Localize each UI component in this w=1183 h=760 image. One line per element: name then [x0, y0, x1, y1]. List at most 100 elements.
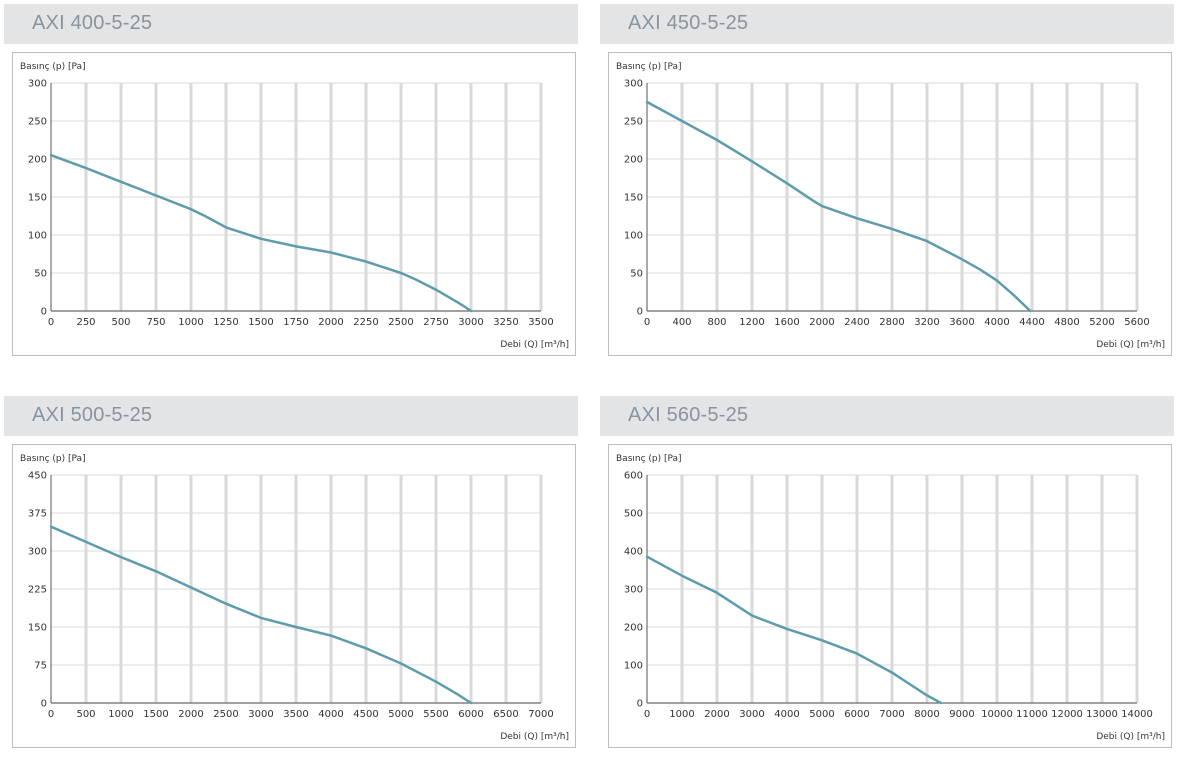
x-tick-label: 500: [76, 709, 95, 720]
y-tick-label: 300: [624, 79, 643, 90]
chart-panel-4: AXI 560-5-25 Basınç (p) [Pa] 0 100 200 300 40…: [600, 396, 1174, 750]
x-tick-label: 1200: [739, 317, 764, 328]
x-tick-label: 13000: [1086, 709, 1118, 720]
chart-panel-2: AXI 450-5-25 Basınç (p) [Pa] 0 50 100 150 200…: [600, 4, 1174, 358]
x-tick-label: 3000: [458, 317, 483, 328]
x-tick-label: 2500: [213, 709, 238, 720]
y-tick-label: 0: [637, 699, 643, 710]
x-tick-label: 1000: [108, 709, 133, 720]
y-axis-label: Basınç (p) [Pa]: [20, 454, 86, 464]
y-axis-label: Basınç (p) [Pa]: [616, 454, 682, 464]
x-tick-label: 0: [48, 317, 54, 328]
chart-area: Basınç (p) [Pa] 0 100 200 300 400 500 600 0 1000 2…: [608, 444, 1172, 748]
x-tick-label: 2000: [704, 709, 729, 720]
x-tick-label: 9000: [949, 709, 974, 720]
x-tick-label: 5200: [1089, 317, 1114, 328]
x-tick-label: 4000: [318, 709, 343, 720]
x-tick-label: 14000: [1121, 709, 1153, 720]
x-tick-label: 2000: [809, 317, 834, 328]
chart-title: AXI 560-5-25: [628, 404, 749, 426]
x-tick-label: 3600: [949, 317, 974, 328]
chart-panel-3: AXI 500-5-25 Basınç (p) [Pa] 0 75 150 225 300…: [4, 396, 578, 750]
performance-chart: Basınç (p) [Pa] 0 100 200 300 400 500 6000 1000 2…: [616, 454, 1165, 742]
y-tick-label: 200: [28, 155, 47, 166]
chart-header: AXI 500-5-25: [4, 396, 578, 436]
y-tick-label: 450: [28, 471, 47, 482]
x-tick-label: 250: [76, 317, 95, 328]
y-tick-label: 400: [624, 547, 643, 558]
x-tick-label: 7000: [528, 709, 553, 720]
y-tick-label: 50: [34, 269, 47, 280]
x-tick-label: 4400: [1019, 317, 1044, 328]
x-tick-label: 3000: [248, 709, 273, 720]
performance-curve-line: [49, 153, 473, 313]
x-axis-label: Debi (Q) [m³/h]: [1096, 732, 1165, 742]
x-tick-label: 2750: [423, 317, 448, 328]
x-tick-label: 1500: [143, 709, 168, 720]
y-axis-label: Basınç (p) [Pa]: [20, 62, 86, 72]
x-tick-label: 3000: [739, 709, 764, 720]
y-tick-label: 375: [28, 509, 47, 520]
performance-chart: Basınç (p) [Pa] 0 50 100 150 200 250 300 0 400 800…: [616, 62, 1165, 350]
y-tick-label: 100: [624, 661, 643, 672]
y-tick-label: 0: [637, 307, 643, 318]
x-tick-label: 2400: [844, 317, 869, 328]
x-tick-label: 6000: [844, 709, 869, 720]
x-axis-label: Debi (Q) [m³/h]: [500, 732, 569, 742]
y-tick-label: 100: [624, 231, 643, 242]
x-tick-label: 5600: [1124, 317, 1149, 328]
y-tick-label: 600: [624, 471, 643, 482]
x-tick-label: 750: [146, 317, 165, 328]
y-tick-label: 250: [624, 117, 643, 128]
x-tick-label: 2000: [318, 317, 343, 328]
x-tick-label: 1500: [248, 317, 273, 328]
y-tick-label: 200: [624, 155, 643, 166]
x-tick-label: 4000: [774, 709, 799, 720]
x-tick-label: 6000: [458, 709, 483, 720]
y-tick-label: 300: [28, 79, 47, 90]
x-tick-label: 4000: [984, 317, 1009, 328]
x-axis-label: Debi (Q) [m³/h]: [500, 340, 569, 350]
y-tick-label: 75: [34, 661, 47, 672]
x-tick-label: 1750: [283, 317, 308, 328]
y-tick-label: 200: [624, 623, 643, 634]
x-tick-label: 6500: [493, 709, 518, 720]
x-tick-label: 2800: [879, 317, 904, 328]
y-axis-label: Basınç (p) [Pa]: [616, 62, 682, 72]
x-tick-label: 5500: [423, 709, 448, 720]
chart-title: AXI 450-5-25: [628, 12, 749, 34]
y-tick-label: 300: [624, 585, 643, 596]
x-tick-label: 11000: [1016, 709, 1048, 720]
x-tick-label: 4800: [1054, 317, 1079, 328]
y-tick-label: 500: [624, 509, 643, 520]
x-tick-label: 400: [672, 317, 691, 328]
chart-header: AXI 560-5-25: [600, 396, 1174, 436]
x-tick-label: 10000: [981, 709, 1013, 720]
performance-curve-line: [645, 100, 1032, 313]
chart-panel-1: AXI 400-5-25 Basınç (p) [Pa] 0 50 100 150 200…: [4, 4, 578, 358]
y-tick-label: 50: [630, 269, 643, 280]
x-tick-label: 12000: [1051, 709, 1083, 720]
chart-area: Basınç (p) [Pa] 0 75 150 225 300 375 450 0 500 100…: [12, 444, 576, 748]
x-tick-label: 1000: [669, 709, 694, 720]
y-tick-label: 0: [41, 307, 47, 318]
x-tick-label: 8000: [914, 709, 939, 720]
y-tick-label: 150: [28, 193, 47, 204]
x-tick-label: 7000: [879, 709, 904, 720]
x-tick-label: 1000: [178, 317, 203, 328]
chart-area: Basınç (p) [Pa] 0 50 100 150 200 250 300 0 400 800…: [608, 52, 1172, 356]
x-tick-label: 4500: [353, 709, 378, 720]
y-tick-label: 225: [28, 585, 47, 596]
y-tick-label: 100: [28, 231, 47, 242]
x-tick-label: 3200: [914, 317, 939, 328]
y-tick-label: 0: [41, 699, 47, 710]
x-tick-label: 0: [644, 317, 650, 328]
x-tick-label: 2250: [353, 317, 378, 328]
chart-title: AXI 500-5-25: [32, 404, 153, 426]
y-tick-label: 250: [28, 117, 47, 128]
x-tick-label: 5000: [809, 709, 834, 720]
y-tick-label: 150: [624, 193, 643, 204]
chart-title: AXI 400-5-25: [32, 12, 153, 34]
